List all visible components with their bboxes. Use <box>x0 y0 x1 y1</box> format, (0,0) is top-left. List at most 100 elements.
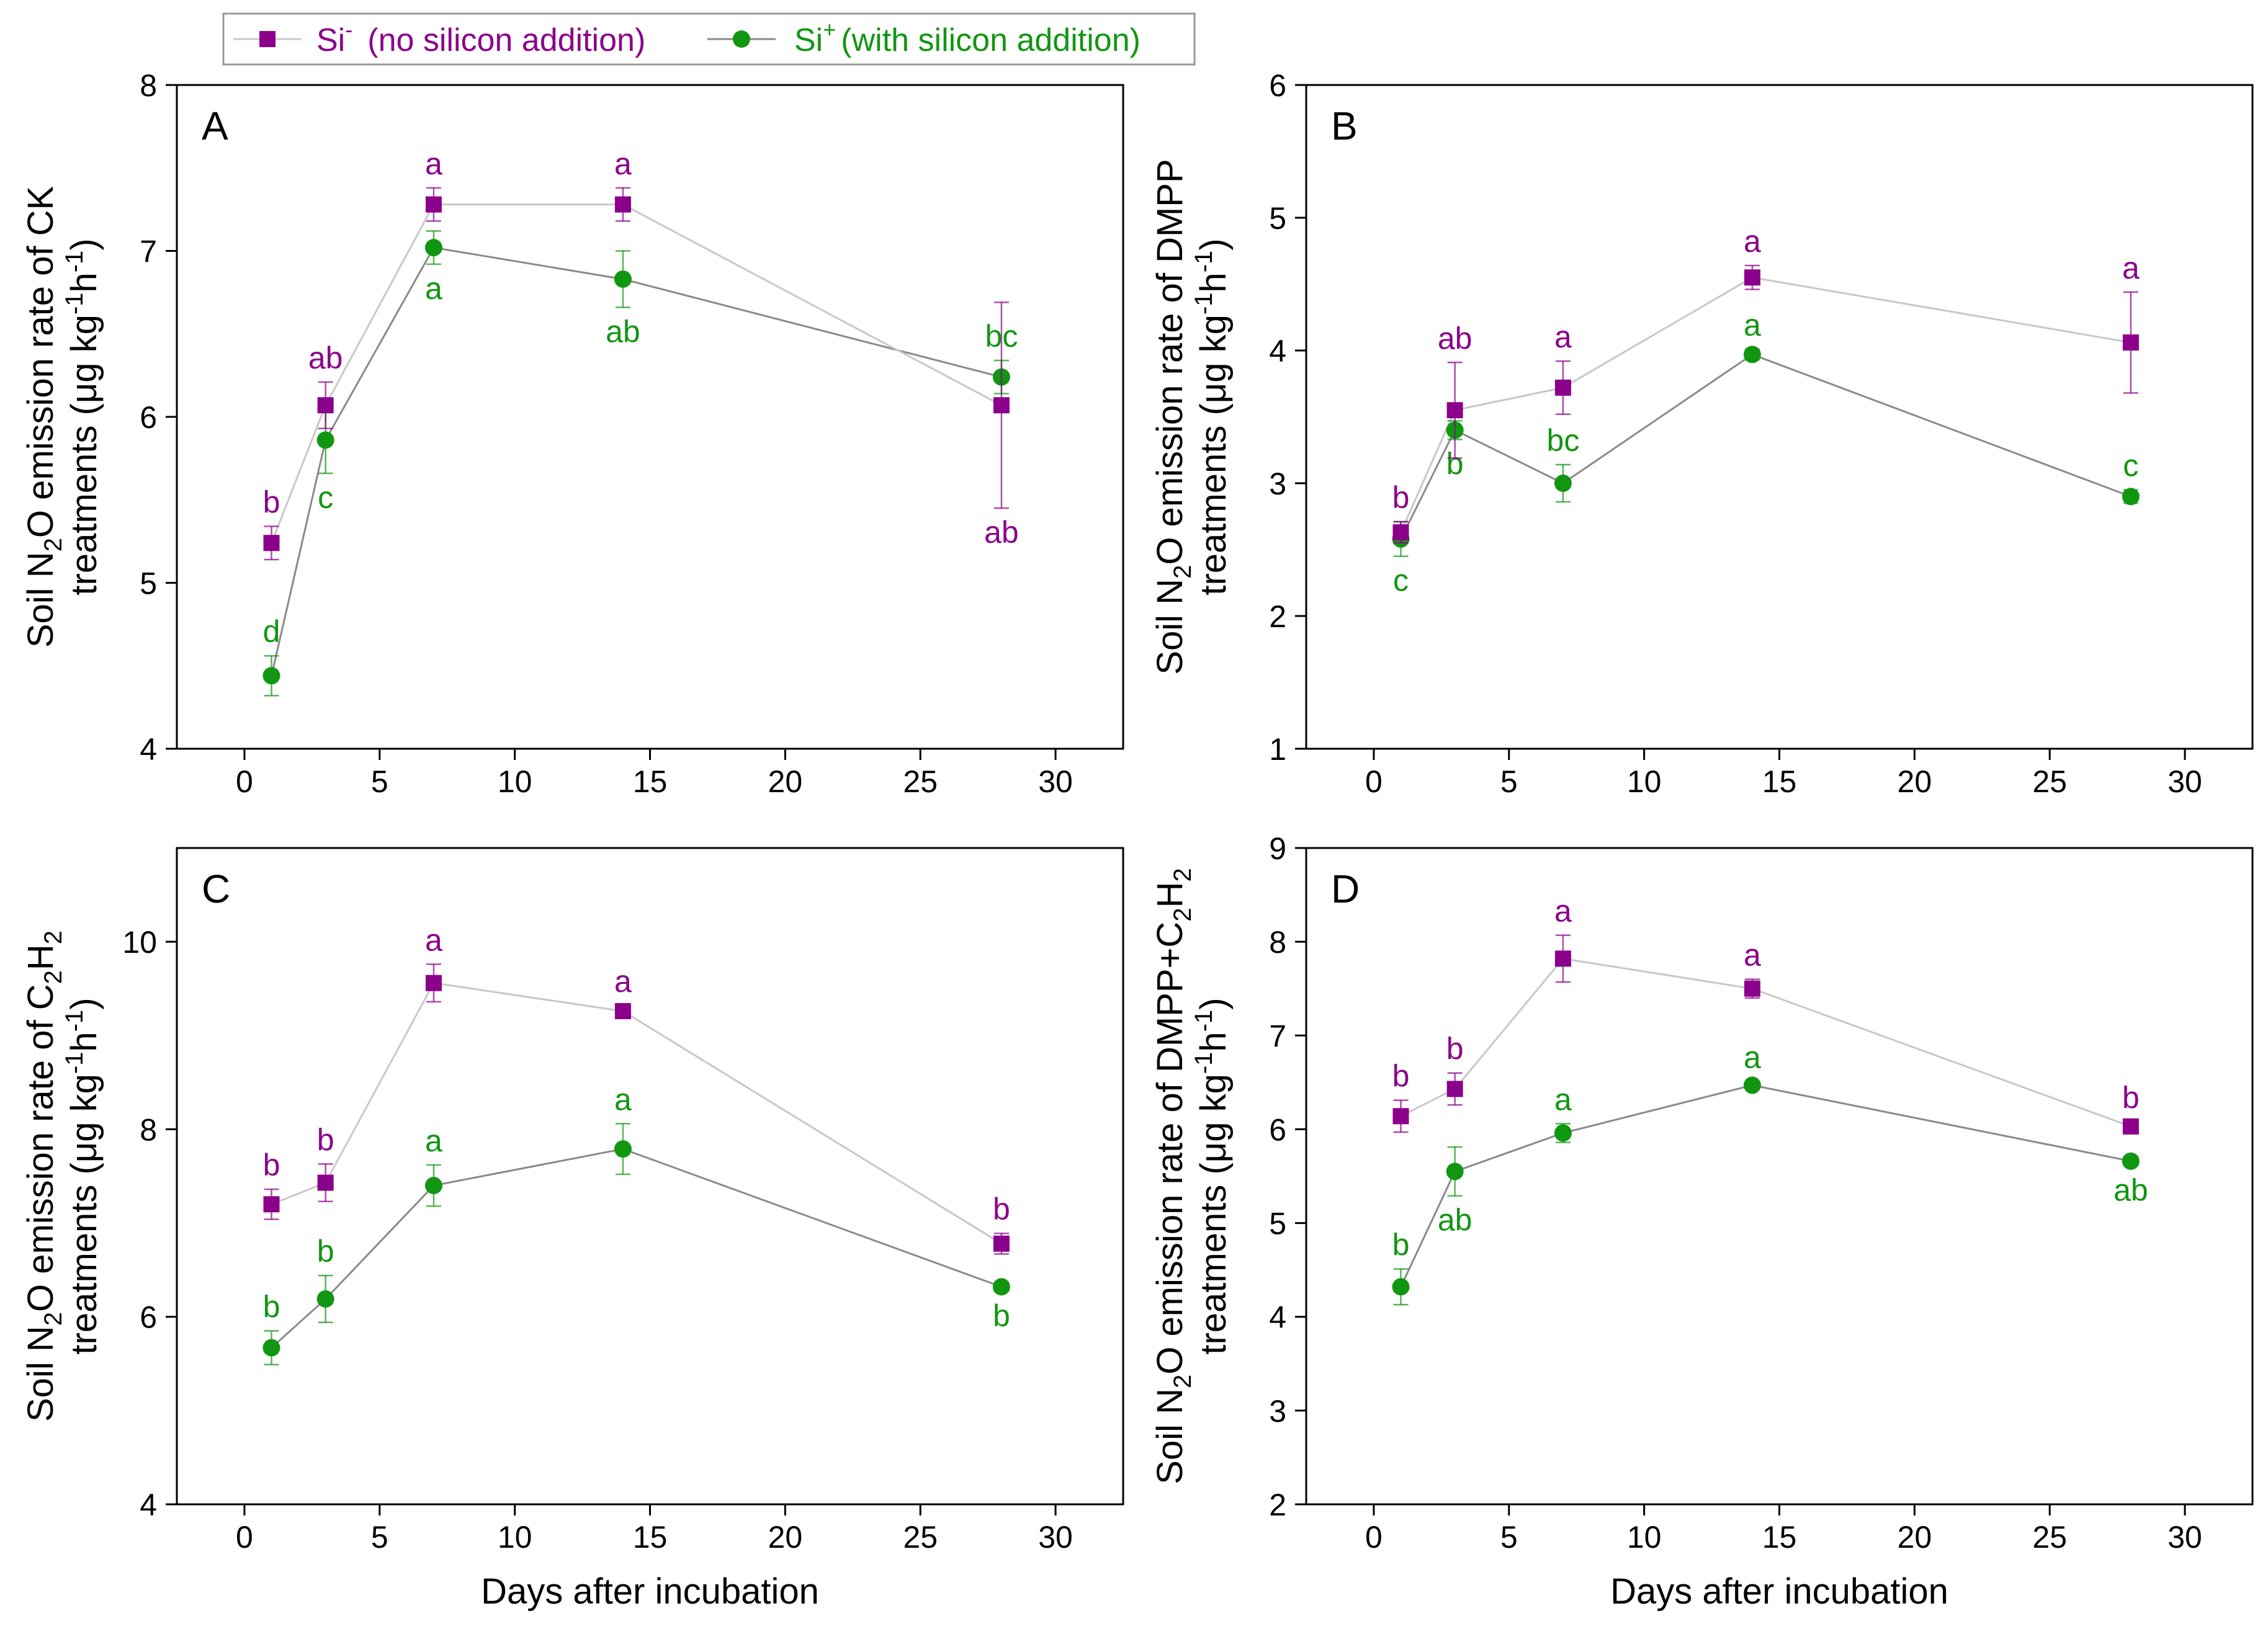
legend-si-minus-desc: (no silicon addition) <box>367 22 645 58</box>
series-line-si-plus-a <box>271 246 1002 676</box>
series-line-si-minus-a <box>271 203 1002 543</box>
x-tick-label-b: 30 <box>2167 764 2202 799</box>
significance-label-si-minus-a: a <box>425 146 442 181</box>
significance-label-si-plus-d: a <box>1554 1082 1572 1117</box>
data-point-si-minus-c <box>425 975 442 991</box>
y-axis-label-line1-d-part-5: 2 <box>1169 868 1196 881</box>
panel-label-b: B <box>1331 104 1358 148</box>
x-tick-label-b: 25 <box>2032 764 2067 799</box>
y-axis-label-line2-c-part-0: treatments (μg kg <box>64 1074 104 1354</box>
data-point-si-minus-c <box>614 1002 631 1019</box>
y-tick-label-b: 5 <box>1269 201 1286 236</box>
data-point-si-plus-d <box>2122 1152 2140 1170</box>
data-point-si-minus-a <box>614 196 631 213</box>
data-point-si-plus-a <box>614 270 632 288</box>
y-axis-label-line2-d-part-3: -1 <box>1190 1010 1217 1032</box>
data-point-si-minus-a <box>993 397 1010 414</box>
y-axis-label-line1-c-part-0: Soil N <box>20 1326 61 1422</box>
y-tick-label-a: 6 <box>140 400 157 435</box>
significance-label-si-minus-d: a <box>1744 938 1761 973</box>
y-axis-label-line1-c-part-4: H <box>20 944 61 970</box>
data-point-si-plus-d <box>1446 1163 1464 1180</box>
significance-label-si-plus-a: a <box>425 271 442 306</box>
significance-label-si-plus-b: a <box>1744 308 1761 342</box>
y-axis-label-line2-b-part-2: h <box>1193 272 1234 292</box>
y-tick-label-d: 7 <box>1269 1019 1286 1053</box>
legend-si-minus-label: Si <box>316 22 345 58</box>
y-axis-label-line1-b: Soil N2O emission rate of DMPP <box>1150 159 1196 674</box>
y-tick-label-c: 8 <box>140 1112 157 1147</box>
y-axis-label-line1-d: Soil N2O emission rate of DMPP+C2H2 <box>1150 868 1196 1484</box>
data-point-si-plus-c <box>262 1339 280 1357</box>
significance-label-si-minus-d: b <box>1392 1059 1410 1094</box>
y-axis-label-line2-b-part-0: treatments (μg kg <box>1193 315 1234 595</box>
panel-a: 0 5 10 15 20 25 30 4 5 6 7 8 A Soil N2O emission rate… <box>20 68 1124 799</box>
legend-si-plus-desc: (with silicon addition) <box>841 22 1141 58</box>
y-axis-label-line2-d-part-1: -1 <box>1190 1052 1217 1074</box>
y-axis-label-line2-a: treatments (μg kg-1h-1) <box>61 238 104 595</box>
y-axis-label-line1-a-part-2: O emission rate of CK <box>20 186 61 538</box>
significance-label-si-plus-a: ab <box>606 314 640 349</box>
significance-label-si-plus-d: ab <box>1438 1203 1472 1238</box>
x-tick-label-d: 0 <box>1365 1520 1383 1555</box>
x-tick-label-b: 5 <box>1500 764 1518 799</box>
significance-label-si-minus-c: b <box>317 1122 334 1157</box>
y-axis-label-line2-c: treatments (μg kg-1h-1) <box>61 997 104 1354</box>
data-point-si-minus-b <box>1744 269 1760 286</box>
data-point-si-plus-d <box>1554 1124 1572 1142</box>
x-tick-label-c: 0 <box>236 1520 253 1555</box>
y-tick-label-d: 8 <box>1269 925 1286 960</box>
legend-si-plus-label: Si <box>794 22 823 58</box>
y-tick-label-d: 6 <box>1269 1112 1286 1147</box>
y-tick-label-d: 5 <box>1269 1207 1286 1241</box>
data-point-si-plus-c <box>316 1290 334 1308</box>
data-point-si-minus-d <box>1446 1081 1463 1097</box>
data-point-si-plus-b <box>1554 475 1572 492</box>
y-tick-label-a: 8 <box>140 68 157 103</box>
significance-label-si-plus-c: a <box>614 1082 632 1117</box>
y-tick-label-d: 4 <box>1269 1300 1286 1335</box>
x-tick-label-d: 5 <box>1500 1520 1518 1555</box>
data-point-si-minus-d <box>1554 950 1571 967</box>
significance-label-si-plus-d: a <box>1744 1040 1761 1074</box>
y-axis-label-line2-a-part-0: treatments (μg kg <box>64 315 104 595</box>
x-tick-label-a: 15 <box>633 764 668 799</box>
data-point-si-plus-a <box>424 239 442 257</box>
significance-label-si-minus-b: a <box>1744 224 1761 259</box>
legend-si-minus-text: Si- (no silicon addition) <box>316 17 645 58</box>
data-point-si-minus-a <box>425 196 442 213</box>
series-line-si-plus-d <box>1400 1084 2131 1287</box>
series-line-si-minus-d <box>1400 957 2131 1128</box>
y-axis-label-line2-d-part-2: h <box>1193 1032 1234 1051</box>
significance-label-si-plus-c: b <box>993 1298 1010 1333</box>
y-tick-label-b: 4 <box>1269 334 1286 368</box>
y-axis-label-line2-b: treatments (μg kg-1h-1) <box>1190 238 1234 595</box>
data-point-si-minus-b <box>1392 524 1409 541</box>
significance-label-si-plus-a: d <box>263 614 280 649</box>
y-axis-label-line2-c-part-2: h <box>64 1032 104 1051</box>
significance-label-si-minus-c: b <box>263 1148 280 1182</box>
y-axis-label-line1-a-part-1: 2 <box>40 538 67 551</box>
significance-label-si-plus-d: b <box>1392 1228 1410 1262</box>
data-point-si-minus-b <box>1446 402 1463 419</box>
data-point-si-minus-d <box>2122 1118 2139 1135</box>
x-tick-label-a: 30 <box>1038 764 1073 799</box>
data-point-si-minus-c <box>317 1174 334 1191</box>
significance-label-si-minus-a: b <box>263 485 280 520</box>
x-tick-label-d: 30 <box>2167 1520 2202 1555</box>
x-axis-label-c: Days after incubation <box>481 1571 819 1612</box>
x-tick-label-c: 25 <box>903 1520 938 1555</box>
data-point-si-plus-d <box>1743 1076 1761 1094</box>
significance-label-si-minus-c: b <box>993 1192 1010 1226</box>
significance-label-si-minus-d: b <box>2122 1080 2140 1115</box>
y-tick-label-d: 9 <box>1269 831 1286 866</box>
significance-label-si-plus-b: c <box>1393 563 1409 598</box>
significance-label-si-plus-a: c <box>318 480 333 515</box>
data-point-si-minus-a <box>263 535 280 551</box>
significance-label-si-minus-b: b <box>1392 480 1410 515</box>
data-point-si-minus-d <box>1744 980 1760 997</box>
significance-label-si-minus-b: ab <box>1438 321 1472 355</box>
